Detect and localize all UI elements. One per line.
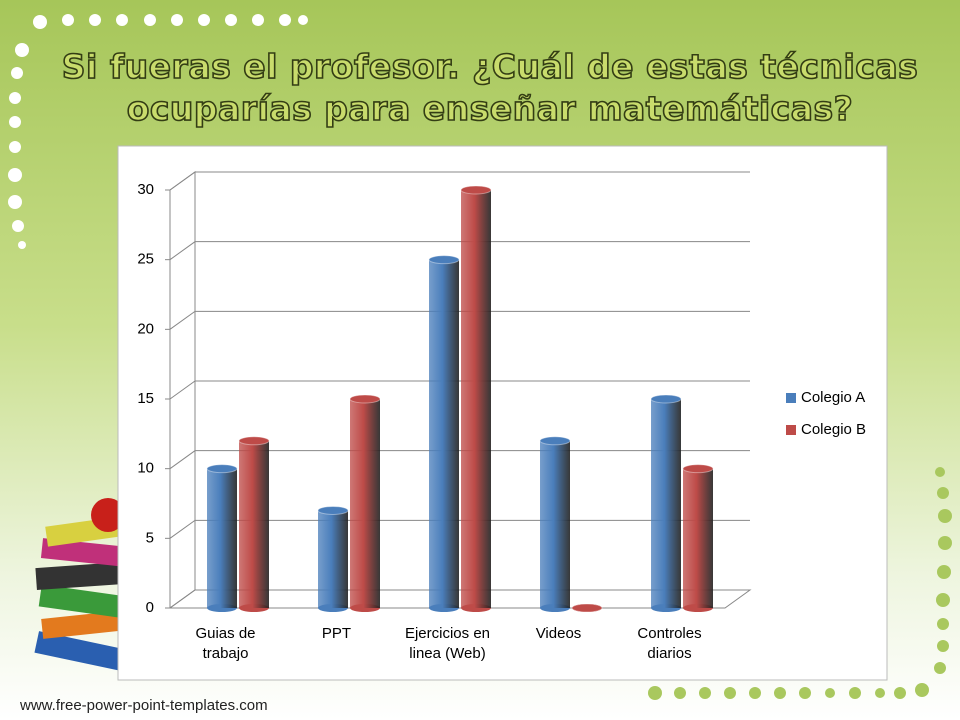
- bar: [461, 190, 491, 608]
- bar: [683, 468, 713, 608]
- bar-cap: [206, 464, 238, 474]
- decoration: [8, 14, 308, 249]
- bar-cap: [682, 464, 714, 474]
- y-tick-label: 30: [137, 181, 154, 198]
- y-tick-label: 25: [137, 251, 154, 268]
- legend-swatch: [786, 425, 796, 435]
- bar-cap: [571, 603, 603, 613]
- bar-cap: [460, 185, 492, 195]
- slide-title: Si fueras el profesor. ¿Cuál de estas té…: [61, 46, 919, 129]
- x-tick-label: Guias de trabajo: [195, 625, 256, 662]
- bar-cap: [539, 436, 571, 446]
- bar: [239, 440, 269, 608]
- footer: www.free-power-point-templates.com: [20, 697, 268, 714]
- books: [34, 498, 128, 672]
- bar: [350, 399, 380, 608]
- legend-swatch: [786, 393, 796, 403]
- x-tick-label: Controles diarios: [637, 625, 702, 662]
- legend-label: Colegio B: [801, 421, 866, 438]
- x-tick-label: PPT: [321, 625, 352, 642]
- bar-cap: [650, 394, 682, 404]
- bar: [207, 468, 237, 608]
- bar-cap: [349, 394, 381, 404]
- bar-cap: [317, 505, 349, 515]
- grid-line: [169, 241, 750, 261]
- bar-cap: [428, 255, 460, 265]
- x-tick-label: Ejercicios en linea (Web): [404, 625, 491, 662]
- y-tick-label: 5: [146, 529, 154, 546]
- grid-line: [169, 310, 750, 330]
- bar: [540, 440, 570, 608]
- bar: [651, 399, 681, 608]
- bar-cap: [238, 436, 270, 446]
- bar: [318, 510, 348, 608]
- grid-line: [169, 380, 750, 400]
- y-tick-label: 10: [137, 460, 154, 477]
- decoration: [648, 467, 952, 700]
- y-tick-label: 0: [146, 599, 154, 616]
- x-tick-label: Videos: [535, 625, 582, 642]
- y-tick-label: 15: [137, 390, 154, 407]
- bar: [429, 259, 459, 608]
- legend-label: Colegio A: [801, 389, 865, 406]
- grid-line: [169, 171, 750, 191]
- y-tick-label: 20: [137, 320, 154, 337]
